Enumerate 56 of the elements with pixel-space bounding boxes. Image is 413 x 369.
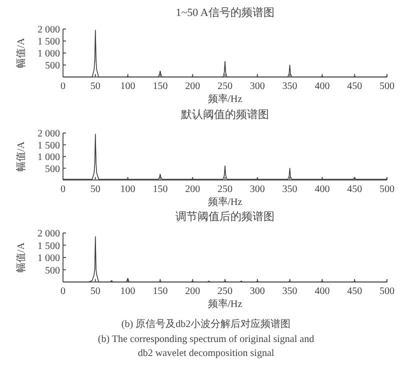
x-axis-title: 频率/Hz	[208, 298, 243, 310]
x-tick-label: 450	[347, 184, 362, 195]
x-tick-label: 500	[380, 184, 394, 195]
x-tick-label: 500	[380, 81, 394, 92]
y-tick-label: 500	[45, 265, 60, 276]
x-tick-label: 500	[380, 286, 394, 297]
y-tick-label: 500	[45, 164, 60, 175]
x-axis-title: 频率/Hz	[208, 196, 243, 208]
x-tick-label: 0	[60, 286, 66, 297]
x-tick-label: 100	[120, 286, 136, 297]
y-tick-label: 2 000	[38, 228, 60, 240]
y-tick-label: 1 500	[38, 140, 60, 152]
x-tick-label: 250	[218, 286, 232, 297]
chart-title: 默认阈值的频谱图	[180, 108, 269, 121]
x-tick-label: 0	[60, 81, 66, 92]
x-tick-label: 150	[152, 286, 168, 297]
x-tick-label: 150	[152, 184, 168, 195]
y-axis-title: 幅值/A	[15, 140, 27, 172]
x-tick-label: 300	[250, 81, 265, 92]
y-tick-label: 2 000	[38, 24, 60, 36]
text: (b) The corresponding spectrum of original signal and db2 wavelet decomposition signal	[98, 334, 314, 359]
x-tick-label: 50	[90, 286, 100, 297]
y-tick-label: 1 000	[38, 48, 60, 60]
x-tick-label: 250	[218, 184, 232, 195]
y-axis-title: 幅值/A	[15, 242, 27, 272]
x-tick-label: 0	[60, 184, 66, 195]
x-tick-label: 350	[282, 286, 298, 297]
x-tick-label: 50	[90, 81, 100, 92]
y-tick-label: 2 000	[38, 128, 60, 140]
x-tick-label: 300	[250, 286, 265, 297]
y-tick-label: 1 000	[38, 152, 60, 163]
x-tick-label: 350	[282, 81, 298, 92]
x-tick-label: 250	[218, 81, 232, 92]
x-tick-label: 200	[185, 184, 200, 195]
x-tick-label: 150	[152, 81, 168, 92]
x-tick-label: 450	[347, 286, 362, 297]
chart-title: 调节阈值后的频谱图	[176, 210, 274, 223]
y-tick-label: 1 500	[38, 240, 60, 252]
x-tick-label: 300	[250, 184, 265, 195]
x-tick-label: 450	[347, 81, 362, 92]
text: (b) 原信号及db2小波分解后对应频谱图	[121, 318, 291, 330]
y-tick-label: 500	[45, 60, 60, 72]
x-tick-label: 400	[314, 184, 330, 195]
x-tick-label: 50	[90, 184, 100, 195]
x-axis-title: 频率/Hz	[208, 93, 243, 105]
x-tick-label: 400	[314, 81, 330, 92]
y-tick-label: 1 000	[38, 253, 60, 264]
chart-title: 1~50 A信号的频谱图	[176, 6, 274, 19]
x-tick-label: 400	[314, 286, 330, 297]
y-axis-title: 幅值/A	[15, 37, 27, 68]
x-tick-label: 200	[185, 81, 200, 92]
x-tick-label: 100	[120, 81, 136, 92]
y-tick-label: 1 500	[38, 36, 60, 48]
x-tick-label: 200	[185, 286, 200, 297]
x-tick-label: 350	[282, 184, 298, 195]
x-tick-label: 100	[120, 184, 136, 195]
